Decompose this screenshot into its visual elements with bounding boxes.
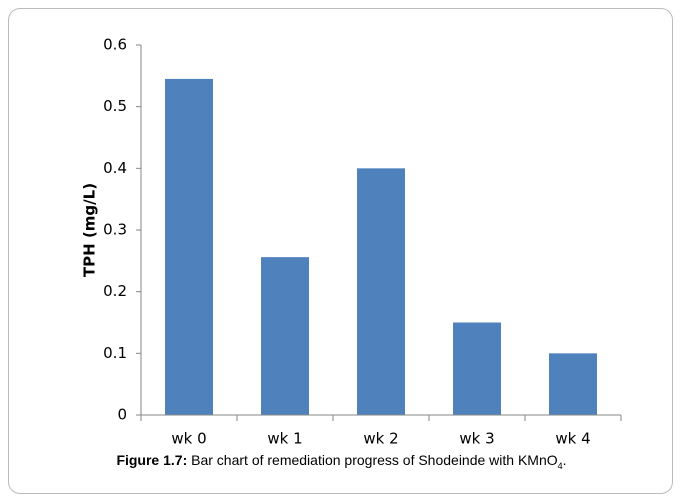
caption-label: Figure 1.7: — [116, 452, 188, 468]
frame — [8, 8, 673, 494]
y-tick-label: 0.3 — [103, 221, 127, 239]
y-tick-label: 0.5 — [103, 97, 127, 115]
y-tick-label: 0.1 — [103, 344, 127, 362]
caption-subscript: 4 — [557, 460, 563, 471]
bar — [453, 322, 501, 415]
caption-text: Bar chart of remediation progress of Sho… — [187, 452, 558, 468]
bar — [357, 168, 405, 415]
bar — [549, 353, 597, 415]
y-tick-label: 0.4 — [103, 159, 127, 177]
x-tick-label: wk 4 — [555, 430, 590, 448]
y-axis-label: TPH (mg/L) — [81, 183, 99, 277]
bar — [165, 78, 213, 416]
caption: Figure 1.7: Bar chart of remediation pro… — [0, 452, 683, 471]
x-tick-label: wk 0 — [171, 430, 206, 448]
y-tick-label: 0.2 — [103, 282, 127, 300]
y-tick-label: 0.6 — [103, 36, 127, 54]
x-tick-label: wk 2 — [363, 430, 398, 448]
x-tick-label: wk 1 — [267, 430, 302, 448]
y-tick-label: 0 — [117, 406, 127, 424]
bar — [261, 257, 309, 415]
x-tick-label: wk 3 — [459, 430, 494, 448]
caption-end: . — [562, 452, 567, 468]
